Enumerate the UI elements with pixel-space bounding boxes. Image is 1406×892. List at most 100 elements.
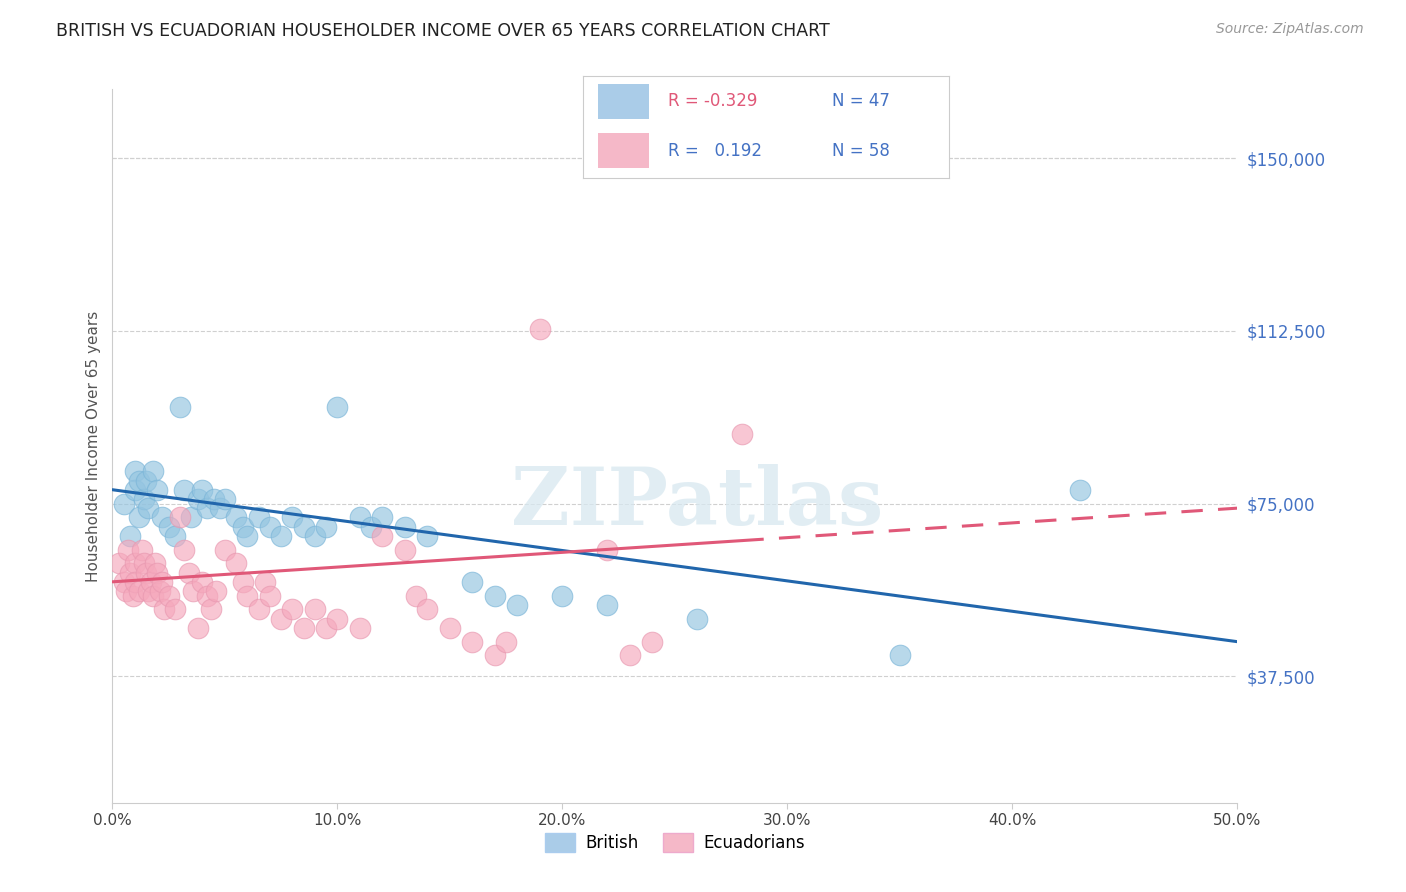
Point bbox=[394, 519, 416, 533]
Point bbox=[439, 621, 461, 635]
Point bbox=[1069, 483, 1091, 497]
Point bbox=[292, 621, 315, 635]
Point bbox=[120, 529, 142, 543]
Point bbox=[128, 584, 150, 599]
Point bbox=[115, 584, 138, 599]
Point bbox=[484, 648, 506, 663]
Point bbox=[686, 612, 709, 626]
Point bbox=[124, 464, 146, 478]
Point bbox=[371, 510, 394, 524]
Point bbox=[202, 491, 225, 506]
Text: N = 47: N = 47 bbox=[832, 93, 890, 111]
Point bbox=[124, 574, 146, 589]
Legend: British, Ecuadorians: British, Ecuadorians bbox=[538, 826, 811, 859]
Point bbox=[187, 491, 209, 506]
Text: N = 58: N = 58 bbox=[832, 142, 890, 160]
Point bbox=[157, 589, 180, 603]
Point bbox=[619, 648, 641, 663]
Point bbox=[349, 621, 371, 635]
Point bbox=[150, 510, 173, 524]
Point bbox=[169, 510, 191, 524]
Point bbox=[416, 529, 439, 543]
Point bbox=[405, 589, 427, 603]
Point bbox=[495, 634, 517, 648]
Point bbox=[270, 612, 292, 626]
Point bbox=[173, 483, 195, 497]
Point bbox=[641, 634, 664, 648]
Point bbox=[232, 574, 254, 589]
Point bbox=[236, 529, 259, 543]
Point bbox=[232, 519, 254, 533]
Point bbox=[731, 427, 754, 442]
Point bbox=[247, 602, 270, 616]
Point bbox=[326, 400, 349, 414]
Point bbox=[180, 510, 202, 524]
Point bbox=[157, 519, 180, 533]
Point bbox=[315, 621, 337, 635]
Point bbox=[138, 584, 160, 599]
Point bbox=[146, 483, 169, 497]
Point bbox=[281, 510, 304, 524]
Y-axis label: Householder Income Over 65 years: Householder Income Over 65 years bbox=[86, 310, 101, 582]
Text: ZIPatlas: ZIPatlas bbox=[512, 464, 883, 542]
Point bbox=[195, 589, 218, 603]
Point bbox=[135, 474, 157, 488]
Point bbox=[461, 634, 484, 648]
Point bbox=[112, 497, 135, 511]
Point bbox=[191, 483, 214, 497]
Point bbox=[214, 491, 236, 506]
Point bbox=[142, 589, 165, 603]
Point bbox=[131, 542, 153, 557]
Point bbox=[150, 574, 173, 589]
Text: BRITISH VS ECUADORIAN HOUSEHOLDER INCOME OVER 65 YEARS CORRELATION CHART: BRITISH VS ECUADORIAN HOUSEHOLDER INCOME… bbox=[56, 22, 830, 40]
Point bbox=[200, 602, 222, 616]
Point bbox=[112, 574, 135, 589]
Point bbox=[183, 584, 205, 599]
Text: R =   0.192: R = 0.192 bbox=[668, 142, 762, 160]
Point bbox=[484, 589, 506, 603]
Point bbox=[889, 648, 911, 663]
Point bbox=[326, 612, 349, 626]
FancyBboxPatch shape bbox=[598, 84, 650, 119]
Point bbox=[191, 574, 214, 589]
Point bbox=[120, 566, 142, 580]
Point bbox=[153, 602, 176, 616]
Point bbox=[259, 589, 281, 603]
Point bbox=[247, 510, 270, 524]
Point bbox=[128, 474, 150, 488]
Point bbox=[121, 589, 143, 603]
Point bbox=[360, 519, 382, 533]
Text: Source: ZipAtlas.com: Source: ZipAtlas.com bbox=[1216, 22, 1364, 37]
Point bbox=[117, 542, 139, 557]
Point bbox=[177, 566, 200, 580]
Point bbox=[236, 589, 259, 603]
Point bbox=[225, 557, 247, 571]
FancyBboxPatch shape bbox=[598, 133, 650, 168]
Point bbox=[124, 483, 146, 497]
Point bbox=[132, 557, 155, 571]
Point bbox=[142, 464, 165, 478]
Point bbox=[165, 529, 187, 543]
Point bbox=[270, 529, 292, 543]
Point bbox=[315, 519, 337, 533]
Point bbox=[124, 557, 146, 571]
Point bbox=[254, 574, 277, 589]
Text: R = -0.329: R = -0.329 bbox=[668, 93, 756, 111]
Point bbox=[281, 602, 304, 616]
Point bbox=[304, 602, 326, 616]
Point bbox=[149, 584, 172, 599]
Point bbox=[394, 542, 416, 557]
Point bbox=[304, 529, 326, 543]
Point bbox=[146, 566, 169, 580]
Point bbox=[214, 542, 236, 557]
Point bbox=[551, 589, 574, 603]
Point bbox=[132, 491, 155, 506]
Point bbox=[292, 519, 315, 533]
Point bbox=[596, 542, 619, 557]
Point bbox=[209, 501, 232, 516]
Point bbox=[529, 321, 551, 335]
Point bbox=[225, 510, 247, 524]
Point bbox=[138, 501, 160, 516]
Point bbox=[416, 602, 439, 616]
Point bbox=[596, 598, 619, 612]
